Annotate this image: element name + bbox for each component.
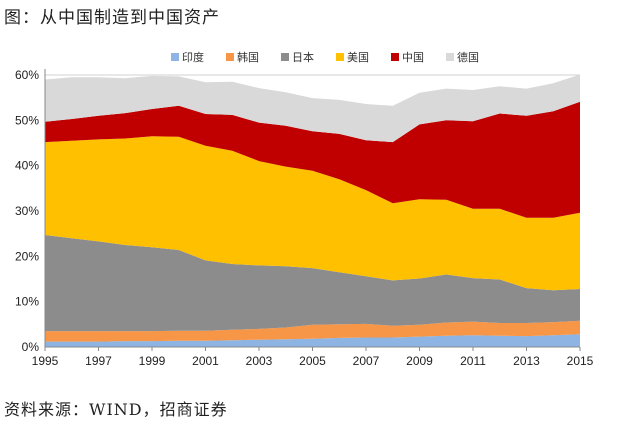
y-tick-label: 40%: [15, 159, 39, 173]
legend-label: 美国: [347, 51, 369, 64]
figure-title: 图：从中国制造到中国资产: [4, 8, 220, 28]
legend-swatch-韩国: [226, 53, 234, 61]
legend-label: 印度: [182, 50, 204, 64]
y-tick-label: 60%: [15, 68, 39, 82]
y-tick-label: 20%: [15, 249, 39, 263]
x-tick-label: 2005: [299, 354, 326, 368]
chart-areas: [45, 74, 580, 347]
x-tick-label: 2011: [460, 354, 486, 368]
y-tick-label: 30%: [15, 204, 39, 218]
x-tick-label: 2009: [406, 354, 433, 368]
legend-label: 日本: [292, 50, 314, 64]
legend-swatch-中国: [391, 53, 399, 61]
legend-swatch-日本: [281, 53, 289, 61]
y-axis-tick-labels: 0% 10% 20% 30% 40% 50% 60%: [15, 68, 39, 354]
x-tick-label: 2013: [513, 354, 540, 368]
area-series-美国: [45, 136, 580, 291]
y-tick-label: 0%: [22, 340, 40, 354]
legend-label: 中国: [402, 51, 424, 64]
area-series-德国: [45, 74, 580, 143]
area-series-韩国: [45, 320, 580, 342]
x-axis-tick-labels: 1995 1997 1999 2001 2003 2005 2007 2009 2011 2013…: [32, 347, 594, 368]
chart-legend: 印度 韩国 日本 美国 中国 德国: [171, 50, 479, 64]
x-tick-label: 1997: [85, 354, 112, 368]
y-tick-label: 10%: [15, 295, 39, 309]
figure-source: 资料来源：WIND，招商证券: [4, 400, 228, 419]
legend-label: 韩国: [237, 50, 259, 64]
legend-label: 德国: [457, 50, 479, 64]
x-tick-label: 2001: [192, 354, 219, 368]
area-series-印度: [45, 334, 580, 347]
x-tick-label: 1995: [32, 354, 59, 368]
legend-swatch-印度: [171, 53, 179, 61]
legend-swatch-美国: [336, 53, 344, 61]
x-tick-label: 2015: [567, 354, 594, 368]
x-tick-label: 1999: [139, 354, 166, 368]
area-series-日本: [45, 235, 580, 332]
y-tick-label: 50%: [15, 113, 39, 127]
legend-swatch-德国: [446, 53, 454, 61]
x-tick-label: 2003: [246, 354, 273, 368]
area-series-中国: [45, 101, 580, 218]
x-tick-label: 2007: [353, 354, 380, 368]
